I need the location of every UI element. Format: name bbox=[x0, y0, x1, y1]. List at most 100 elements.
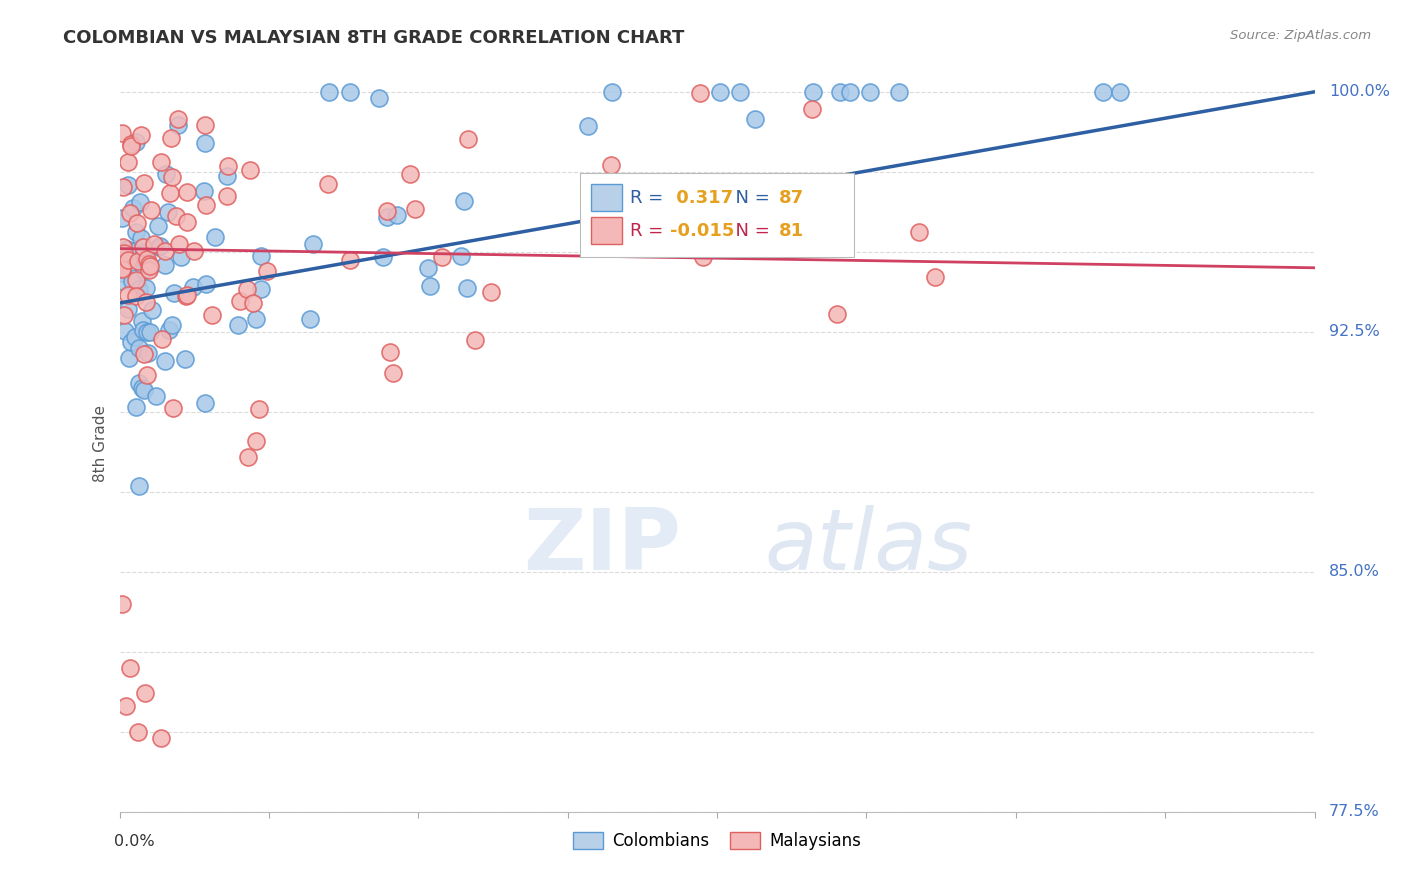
Point bbox=[600, 157, 623, 171]
Point bbox=[141, 302, 163, 317]
Point bbox=[122, 201, 145, 215]
Point bbox=[127, 253, 149, 268]
Text: 92.5%: 92.5% bbox=[1329, 325, 1379, 339]
Point bbox=[118, 661, 141, 675]
Point bbox=[174, 289, 197, 303]
Point bbox=[194, 136, 217, 150]
Text: 81: 81 bbox=[779, 221, 804, 240]
Text: 85.0%: 85.0% bbox=[1329, 565, 1379, 579]
Point bbox=[163, 286, 186, 301]
Point bbox=[404, 202, 426, 217]
Point bbox=[236, 450, 259, 465]
Text: Source: ZipAtlas.com: Source: ZipAtlas.com bbox=[1230, 29, 1371, 42]
Point bbox=[146, 219, 169, 233]
Point bbox=[134, 347, 156, 361]
Point bbox=[111, 261, 134, 276]
Point bbox=[728, 85, 751, 99]
Point bbox=[138, 257, 160, 271]
Point bbox=[889, 85, 911, 99]
Point bbox=[131, 380, 153, 394]
Point bbox=[430, 250, 453, 264]
Point bbox=[457, 132, 479, 146]
Point bbox=[250, 282, 273, 296]
Point bbox=[120, 254, 142, 268]
Point bbox=[1109, 85, 1132, 99]
Point bbox=[120, 206, 142, 220]
Point bbox=[115, 243, 138, 257]
Point bbox=[298, 312, 321, 326]
Point bbox=[173, 352, 195, 367]
Text: 0.0%: 0.0% bbox=[114, 834, 155, 849]
Point bbox=[155, 244, 177, 258]
Point bbox=[145, 389, 167, 403]
Point bbox=[125, 273, 148, 287]
Point bbox=[689, 87, 711, 101]
Point bbox=[132, 383, 155, 397]
Point bbox=[114, 699, 136, 714]
Point bbox=[111, 126, 134, 140]
Point bbox=[418, 260, 440, 275]
Point bbox=[181, 280, 204, 294]
Point bbox=[111, 246, 134, 260]
Point bbox=[801, 85, 824, 99]
Point bbox=[194, 277, 217, 291]
Point bbox=[136, 325, 159, 339]
Point bbox=[339, 253, 361, 268]
Point bbox=[316, 177, 339, 191]
Point bbox=[709, 85, 731, 99]
Point bbox=[600, 85, 623, 99]
Point bbox=[129, 194, 152, 209]
Point bbox=[744, 112, 766, 126]
Point bbox=[127, 216, 149, 230]
Text: 87: 87 bbox=[779, 188, 804, 207]
Point bbox=[217, 160, 239, 174]
Point bbox=[148, 240, 170, 254]
Point bbox=[135, 294, 157, 309]
Point bbox=[111, 211, 134, 226]
Point bbox=[838, 85, 860, 99]
Point bbox=[150, 731, 173, 746]
Point bbox=[135, 252, 157, 266]
Point bbox=[132, 323, 155, 337]
Point bbox=[117, 154, 139, 169]
Point bbox=[117, 301, 139, 316]
Text: atlas: atlas bbox=[765, 505, 973, 589]
Point bbox=[127, 724, 149, 739]
Point bbox=[111, 180, 134, 194]
Text: R =: R = bbox=[630, 188, 669, 207]
Point bbox=[908, 225, 931, 239]
Point bbox=[128, 479, 150, 493]
Point bbox=[399, 167, 422, 181]
Point bbox=[169, 236, 191, 251]
Point bbox=[859, 85, 882, 99]
Point bbox=[118, 351, 141, 365]
Point bbox=[125, 400, 148, 414]
Point bbox=[138, 262, 160, 277]
Text: COLOMBIAN VS MALAYSIAN 8TH GRADE CORRELATION CHART: COLOMBIAN VS MALAYSIAN 8TH GRADE CORRELA… bbox=[63, 29, 685, 46]
Point bbox=[159, 131, 181, 145]
Text: -0.015: -0.015 bbox=[669, 221, 734, 240]
Point bbox=[367, 91, 389, 105]
Point bbox=[176, 215, 198, 229]
Point bbox=[375, 203, 398, 218]
Point bbox=[239, 162, 262, 177]
Point bbox=[692, 250, 714, 264]
Text: 77.5%: 77.5% bbox=[1329, 805, 1379, 819]
Point bbox=[125, 225, 148, 239]
Point bbox=[153, 258, 176, 272]
Point bbox=[120, 139, 142, 153]
Point bbox=[464, 333, 486, 347]
Point bbox=[160, 318, 183, 332]
Point bbox=[129, 256, 152, 270]
Point bbox=[301, 236, 323, 251]
Point bbox=[456, 280, 478, 294]
Point bbox=[176, 287, 198, 301]
Point bbox=[111, 239, 134, 253]
Point bbox=[215, 169, 238, 183]
Point bbox=[1092, 85, 1115, 99]
Point bbox=[132, 176, 155, 190]
Point bbox=[114, 324, 136, 338]
Point bbox=[134, 263, 156, 277]
Point bbox=[150, 332, 173, 346]
Point bbox=[215, 189, 238, 203]
